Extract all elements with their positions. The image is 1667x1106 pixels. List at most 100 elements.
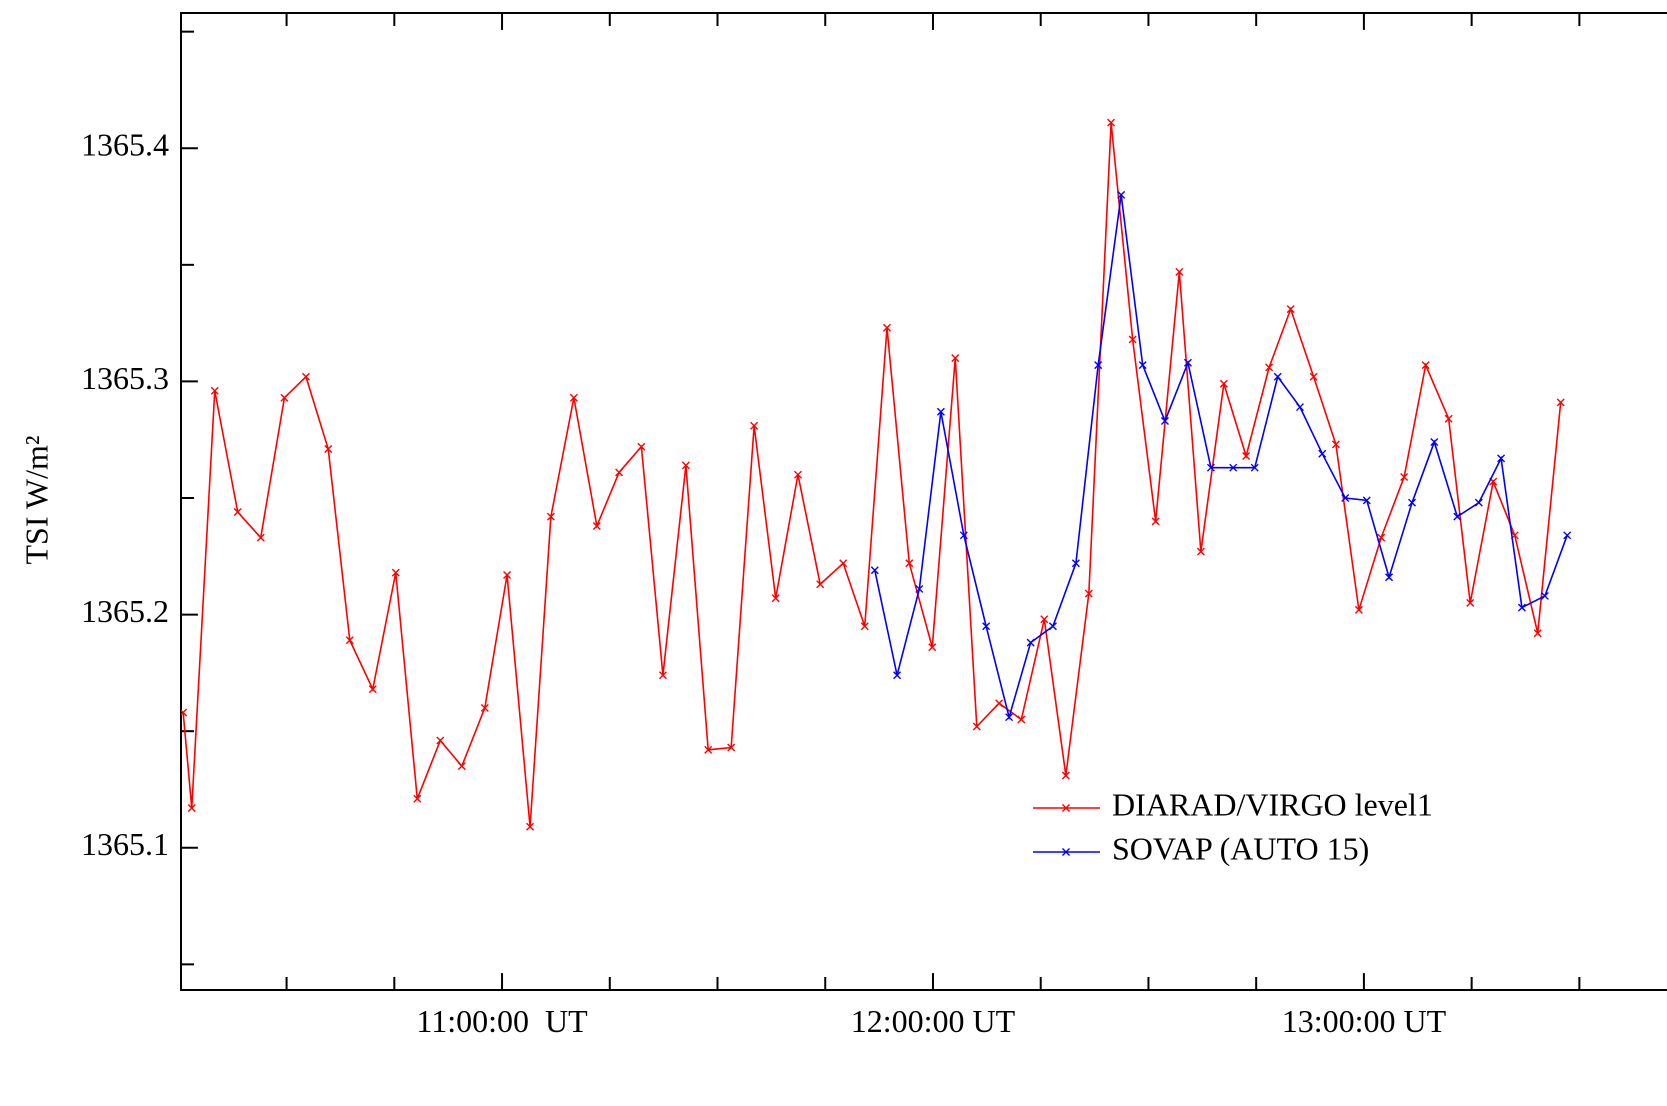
point-marker xyxy=(658,671,667,680)
point-marker xyxy=(615,468,624,477)
point-marker xyxy=(1026,638,1035,647)
point-marker xyxy=(905,559,914,568)
point-marker xyxy=(928,643,937,652)
legend-label: DIARAD/VIRGO level1 xyxy=(1112,786,1433,822)
point-marker xyxy=(1453,512,1462,521)
point-marker xyxy=(1362,496,1371,505)
point-marker xyxy=(995,699,1004,708)
point-marker xyxy=(187,804,196,813)
point-marker xyxy=(1354,605,1363,614)
point-marker xyxy=(793,470,802,479)
point-marker xyxy=(592,521,601,530)
point-marker xyxy=(1385,573,1394,582)
x-tick-label: 12:00:00 UT xyxy=(851,1003,1016,1039)
point-marker xyxy=(1151,517,1160,526)
point-marker xyxy=(1048,622,1057,631)
point-marker xyxy=(1309,372,1318,381)
point-marker xyxy=(1219,379,1228,388)
point-marker xyxy=(1084,589,1093,598)
plot-frame xyxy=(180,12,1667,991)
point-marker xyxy=(727,743,736,752)
point-marker xyxy=(1040,615,1049,624)
point-marker xyxy=(1005,713,1014,722)
plot-area xyxy=(181,118,1572,831)
point-marker xyxy=(1286,305,1295,314)
point-marker xyxy=(368,685,377,694)
point-marker xyxy=(883,323,892,332)
y-tick-label: 1365.4 xyxy=(81,127,169,163)
point-marker xyxy=(982,622,991,631)
point-marker xyxy=(771,594,780,603)
point-marker xyxy=(480,703,489,712)
point-marker xyxy=(893,671,902,680)
point-marker xyxy=(1295,403,1304,412)
point-marker xyxy=(1331,440,1340,449)
point-marker xyxy=(436,736,445,745)
y-tick-label: 1365.3 xyxy=(81,360,169,396)
point-marker xyxy=(1128,335,1137,344)
point-marker xyxy=(1196,547,1205,556)
point-marker xyxy=(1175,267,1184,276)
y-axis-label: TSI W/m² xyxy=(18,436,54,565)
point-marker xyxy=(860,622,869,631)
point-marker xyxy=(1421,361,1430,370)
point-marker xyxy=(936,407,945,416)
legend: DIARAD/VIRGO level1 SOVAP (AUTO 15) xyxy=(1033,786,1433,866)
point-marker xyxy=(637,442,646,451)
point-marker xyxy=(1318,449,1327,458)
point-marker xyxy=(1517,603,1526,612)
point-marker xyxy=(1444,414,1453,423)
point-marker xyxy=(870,566,879,575)
y-tick-label: 1365.1 xyxy=(81,826,169,862)
point-marker xyxy=(750,421,759,430)
point-marker xyxy=(1117,190,1126,199)
point-marker xyxy=(1273,372,1282,381)
point-marker xyxy=(1497,454,1506,463)
point-marker xyxy=(280,393,289,402)
point-marker xyxy=(1160,417,1169,426)
point-marker xyxy=(1265,363,1274,372)
point-marker xyxy=(569,393,578,402)
point-marker xyxy=(413,794,422,803)
point-marker xyxy=(951,354,960,363)
legend-marker xyxy=(1062,848,1070,856)
point-marker xyxy=(1540,591,1549,600)
point-marker xyxy=(1206,463,1215,472)
point-marker xyxy=(972,722,981,731)
point-marker xyxy=(1474,498,1483,507)
y-tick-label: 1365.2 xyxy=(81,593,169,629)
point-marker xyxy=(839,559,848,568)
point-marker xyxy=(1229,463,1238,472)
point-marker xyxy=(1563,531,1572,540)
point-marker xyxy=(816,580,825,589)
legend-marker xyxy=(1062,804,1070,812)
point-marker xyxy=(503,570,512,579)
point-marker xyxy=(1408,498,1417,507)
series-line xyxy=(874,194,1568,721)
legend-label: SOVAP (AUTO 15) xyxy=(1112,830,1369,866)
point-marker xyxy=(324,445,333,454)
point-marker xyxy=(345,636,354,645)
point-marker xyxy=(1061,771,1070,780)
point-marker xyxy=(210,386,219,395)
point-marker xyxy=(1183,358,1192,367)
point-marker xyxy=(457,762,466,771)
point-marker xyxy=(681,461,690,470)
x-tick-label: 11:00:00 UT xyxy=(416,1003,588,1039)
point-marker xyxy=(256,533,265,542)
point-marker xyxy=(181,708,188,717)
point-marker xyxy=(301,372,310,381)
point-marker xyxy=(1466,598,1475,607)
point-marker xyxy=(233,507,242,516)
point-marker xyxy=(704,745,713,754)
point-marker xyxy=(915,584,924,593)
point-marker xyxy=(1533,629,1542,638)
point-marker xyxy=(1341,494,1350,502)
point-marker xyxy=(1242,452,1251,461)
point-marker xyxy=(526,822,535,831)
point-marker xyxy=(1107,118,1116,127)
point-marker xyxy=(1094,361,1103,370)
x-tick-label: 13:00:00 UT xyxy=(1282,1003,1447,1039)
